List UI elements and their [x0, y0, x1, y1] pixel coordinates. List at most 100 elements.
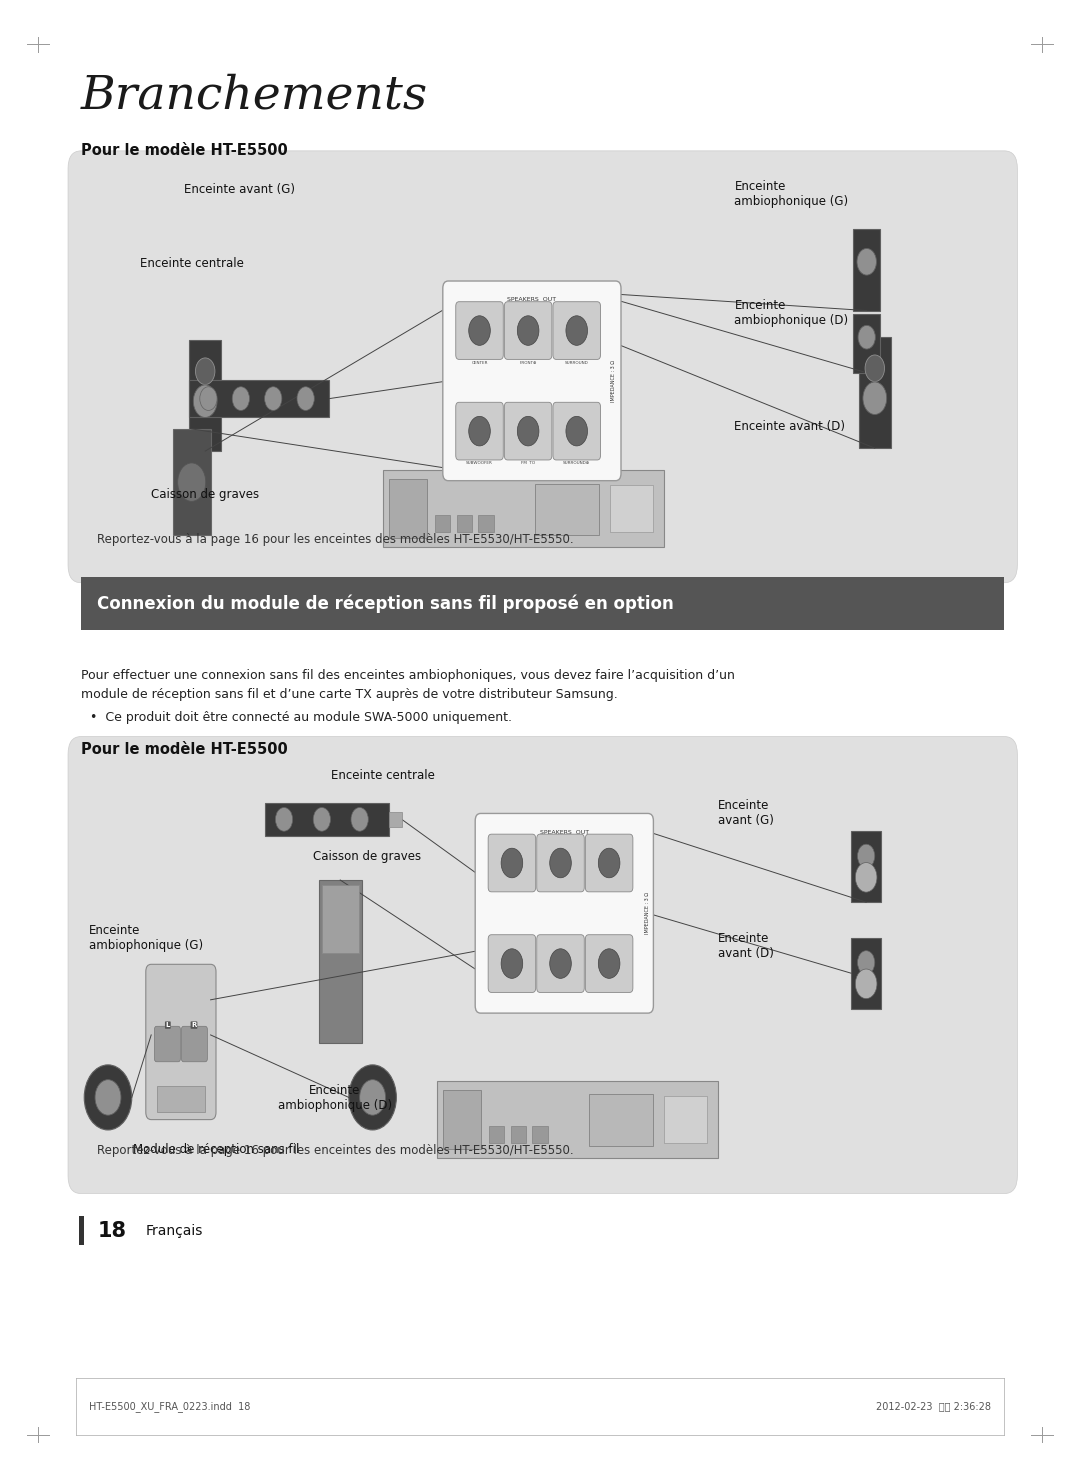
- Circle shape: [550, 849, 571, 877]
- Circle shape: [200, 386, 217, 411]
- Text: Module de réception sans fil: Module de réception sans fil: [133, 1143, 299, 1157]
- Bar: [437, 1081, 718, 1158]
- Circle shape: [469, 417, 490, 447]
- Text: Pour le modèle HT-E5500: Pour le modèle HT-E5500: [81, 143, 287, 158]
- FancyBboxPatch shape: [488, 834, 536, 892]
- Bar: [478, 515, 494, 532]
- Bar: [664, 1096, 707, 1143]
- Text: IMPEDANCE : 3 Ω: IMPEDANCE : 3 Ω: [611, 359, 617, 402]
- Text: SPEAKERS  OUT: SPEAKERS OUT: [540, 830, 589, 834]
- Circle shape: [469, 317, 490, 346]
- FancyBboxPatch shape: [475, 813, 653, 1013]
- FancyBboxPatch shape: [68, 737, 1017, 1194]
- Text: Enceinte avant (D): Enceinte avant (D): [734, 420, 846, 433]
- Text: Enceinte avant (G): Enceinte avant (G): [185, 183, 295, 197]
- Circle shape: [598, 950, 620, 979]
- Circle shape: [275, 808, 293, 831]
- Bar: [389, 812, 402, 827]
- Circle shape: [193, 385, 217, 417]
- FancyBboxPatch shape: [68, 151, 1017, 583]
- Bar: [535, 484, 599, 535]
- Bar: [489, 1126, 504, 1143]
- Text: •  Ce produit doit être connecté au module SWA-5000 uniquement.: • Ce produit doit être connecté au modul…: [90, 711, 512, 725]
- Bar: [383, 470, 664, 547]
- Bar: [532, 1126, 548, 1143]
- FancyBboxPatch shape: [504, 302, 552, 359]
- Circle shape: [598, 849, 620, 877]
- FancyBboxPatch shape: [443, 281, 621, 481]
- Bar: [173, 429, 211, 535]
- FancyBboxPatch shape: [553, 302, 600, 359]
- Circle shape: [566, 317, 588, 346]
- Text: Enceinte
ambiophonique (D): Enceinte ambiophonique (D): [278, 1084, 392, 1112]
- FancyBboxPatch shape: [553, 402, 600, 460]
- FancyBboxPatch shape: [154, 1026, 180, 1062]
- Text: module de réception sans fil et d’une carte TX auprès de votre distributeur Sams: module de réception sans fil et d’une ca…: [81, 688, 618, 701]
- Circle shape: [566, 417, 588, 447]
- Circle shape: [265, 386, 282, 411]
- Bar: [853, 314, 880, 373]
- Text: Connexion du module de réception sans fil proposé en option: Connexion du module de réception sans fi…: [97, 595, 674, 612]
- Text: R: R: [191, 1022, 197, 1028]
- Text: Enceinte
ambiophonique (D): Enceinte ambiophonique (D): [734, 299, 849, 327]
- Bar: [511, 1126, 526, 1143]
- Text: CENTER: CENTER: [471, 361, 488, 365]
- Circle shape: [360, 1080, 386, 1115]
- Text: SURROUND: SURROUND: [565, 361, 589, 365]
- Circle shape: [517, 317, 539, 346]
- Bar: [859, 337, 891, 448]
- FancyBboxPatch shape: [537, 935, 584, 992]
- Text: 2012-02-23  오후 2:36:28: 2012-02-23 오후 2:36:28: [877, 1402, 991, 1411]
- Text: HT-E5500_XU_FRA_0223.indd  18: HT-E5500_XU_FRA_0223.indd 18: [89, 1401, 249, 1412]
- FancyBboxPatch shape: [456, 302, 503, 359]
- FancyBboxPatch shape: [537, 834, 584, 892]
- Text: Enceinte
avant (G): Enceinte avant (G): [718, 799, 774, 827]
- Circle shape: [865, 355, 885, 382]
- Text: SURROUND⊕: SURROUND⊕: [563, 461, 591, 466]
- Circle shape: [863, 382, 887, 414]
- FancyBboxPatch shape: [146, 964, 216, 1120]
- Circle shape: [855, 862, 877, 892]
- Circle shape: [84, 1065, 132, 1130]
- Text: Pour le modèle HT-E5500: Pour le modèle HT-E5500: [81, 742, 287, 757]
- Text: Reportez-vous à la page 16 pour les enceintes des modèles HT-E5530/HT-E5550.: Reportez-vous à la page 16 pour les ence…: [97, 1143, 573, 1157]
- Text: FM  TO: FM TO: [521, 461, 536, 466]
- Bar: [79, 1216, 84, 1245]
- FancyBboxPatch shape: [488, 935, 536, 992]
- Text: 18: 18: [97, 1220, 126, 1241]
- Bar: [189, 380, 329, 417]
- Circle shape: [349, 1065, 396, 1130]
- Bar: [443, 1090, 481, 1149]
- Bar: [322, 884, 359, 954]
- Bar: [851, 831, 881, 902]
- Bar: [853, 229, 880, 311]
- Circle shape: [351, 808, 368, 831]
- Text: Caisson de graves: Caisson de graves: [313, 850, 421, 864]
- Text: Caisson de graves: Caisson de graves: [151, 488, 259, 501]
- Bar: [589, 1094, 653, 1146]
- Text: FRONT⊕: FRONT⊕: [519, 361, 537, 365]
- FancyBboxPatch shape: [456, 402, 503, 460]
- Circle shape: [858, 845, 875, 868]
- Circle shape: [550, 950, 571, 979]
- Circle shape: [501, 950, 523, 979]
- Circle shape: [501, 849, 523, 877]
- Text: Pour effectuer une connexion sans fil des enceintes ambiophoniques, vous devez f: Pour effectuer une connexion sans fil de…: [81, 669, 734, 682]
- Circle shape: [177, 463, 205, 501]
- Text: Enceinte centrale: Enceinte centrale: [332, 769, 435, 782]
- FancyBboxPatch shape: [504, 402, 552, 460]
- Circle shape: [858, 951, 875, 975]
- Circle shape: [517, 417, 539, 447]
- Text: SUBWOOFER: SUBWOOFER: [467, 461, 492, 466]
- Bar: [610, 485, 653, 532]
- Circle shape: [195, 358, 215, 385]
- Bar: [435, 515, 450, 532]
- Text: Français: Français: [146, 1223, 203, 1238]
- Circle shape: [859, 325, 876, 349]
- Text: SPEAKERS  OUT: SPEAKERS OUT: [508, 297, 556, 302]
- FancyBboxPatch shape: [181, 1026, 207, 1062]
- Text: L: L: [165, 1022, 170, 1028]
- Bar: [319, 880, 362, 1043]
- Text: Enceinte
ambiophonique (G): Enceinte ambiophonique (G): [89, 924, 203, 952]
- Circle shape: [232, 386, 249, 411]
